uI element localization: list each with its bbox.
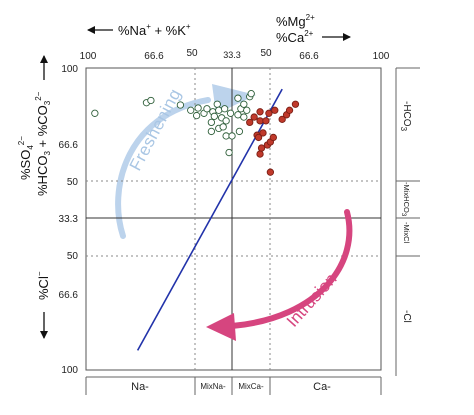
cl-type-label: -Cl (401, 310, 412, 323)
open-sample-point (234, 94, 242, 102)
top-tick-label: 66.6 (144, 51, 164, 62)
left-tick-label: 66.6 (59, 290, 79, 301)
na-k-axis-label: %Na+ + %K+ (118, 22, 191, 38)
ca-axis-label: %Ca2+ (276, 29, 314, 45)
top-tick-label: 100 (80, 51, 97, 62)
filled-sample-point (269, 133, 277, 142)
open-sample-point (247, 90, 255, 98)
open-sample-point (203, 105, 211, 113)
hco3-co3-axis-label: %HCO3 + %CO32− (34, 91, 52, 196)
mixna-type-label: MixNa- (200, 382, 226, 391)
mixca-type-label: MixCa- (238, 382, 264, 391)
open-sample-point (235, 127, 244, 136)
intrusion-label: Intrusion (283, 270, 341, 331)
open-sample-point (240, 113, 248, 121)
plot-frame (85, 67, 382, 371)
mixcl-type-label: -MixCl (402, 222, 411, 244)
open-sample-point (220, 105, 229, 113)
left-tick-label: 50 (67, 251, 79, 262)
filled-sample-point (259, 129, 267, 137)
left-tick-label: 66.6 (59, 140, 79, 151)
intrusion-arrow (206, 209, 353, 341)
left-tick-labels: 100 66.6 50 33.3 50 66.6 100 (59, 64, 79, 376)
open-sample-point (222, 132, 230, 140)
open-sample-point (215, 106, 223, 114)
open-sample-point (240, 100, 248, 108)
top-tick-labels: 100 66.6 50 33.3 50 66.6 100 (80, 48, 390, 62)
open-sample-point (219, 123, 227, 131)
na-type-label: Na- (131, 381, 149, 393)
left-tick-label: 50 (67, 177, 79, 188)
filled-sample-point (256, 108, 264, 116)
top-tick-label: 33.3 (223, 50, 241, 60)
open-sample-point (222, 117, 230, 125)
open-sample-point (176, 101, 185, 109)
data-layer (91, 88, 300, 351)
open-sample-point (187, 106, 195, 114)
open-sample-point (207, 127, 216, 136)
filled-sample-point (271, 106, 279, 114)
open-sample-point (210, 112, 218, 120)
filled-sample-point (266, 168, 275, 176)
cl-axis-label: %Cl− (35, 271, 51, 300)
open-sample-point (213, 100, 221, 108)
open-sample-point (243, 106, 251, 114)
filled-sample-point (256, 150, 264, 158)
left-tick-label: 100 (61, 64, 78, 75)
filled-sample-point (256, 117, 264, 125)
top-tick-label: 66.6 (299, 51, 319, 62)
top-tick-label: 50 (260, 48, 272, 59)
open-sample-point (147, 96, 155, 105)
filled-sample-point (265, 109, 273, 117)
open-sample-point (228, 132, 236, 140)
mg-axis-label: %Mg2+ (276, 13, 315, 29)
left-tick-label: 100 (61, 365, 78, 376)
open-sample-point (226, 109, 235, 117)
open-sample-point (91, 109, 99, 117)
open-sample-point (234, 111, 242, 119)
filled-sample-point (285, 106, 294, 114)
filled-sample-point (278, 115, 286, 123)
open-sample-point (207, 118, 216, 127)
filled-sample-point (246, 118, 254, 127)
open-sample-point (194, 104, 202, 112)
filled-sample-point (262, 117, 270, 125)
right-classification-strip (395, 67, 420, 376)
top-tick-label: 50 (186, 48, 198, 59)
bottom-classification-strip (85, 376, 382, 395)
hco3-type-label: -HCO3 (399, 101, 412, 132)
filled-sample-point (257, 144, 266, 152)
ca-type-label: Ca- (313, 381, 331, 393)
so4-axis-label: %SO42− (17, 136, 35, 180)
open-sample-point (192, 111, 201, 120)
freshening-label: Freshening (126, 85, 185, 173)
top-tick-label: 100 (373, 51, 390, 62)
mixhco3-type-label: -MixHCO3 (400, 182, 411, 217)
filled-sample-point (250, 113, 258, 121)
filled-sample-point (291, 100, 300, 108)
open-sample-point (225, 148, 233, 157)
filled-sample-point (254, 133, 263, 142)
left-tick-label: 33.3 (59, 214, 79, 225)
